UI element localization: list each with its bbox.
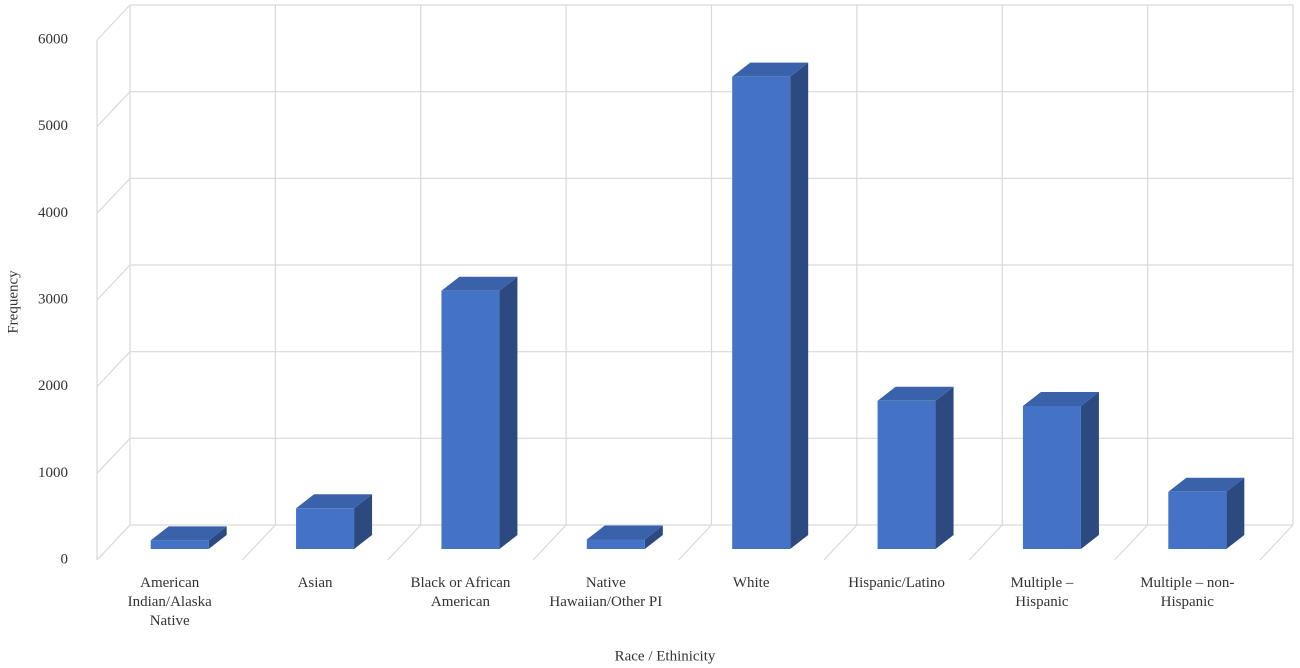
x-tick-label: Native Hawaiian/Other PI	[549, 575, 663, 610]
floor-line	[532, 524, 567, 561]
bar	[441, 290, 500, 549]
bar-top	[1168, 477, 1245, 492]
floor-line	[823, 524, 858, 561]
bar	[1168, 491, 1227, 549]
bar-side	[354, 494, 373, 549]
y-tick-label: 4000	[38, 205, 68, 221]
bar-top	[441, 276, 518, 291]
grid-line	[96, 437, 1293, 474]
x-tick-label: Asian	[297, 575, 333, 591]
y-axis-title: Frequency	[5, 270, 21, 334]
grid-line	[96, 91, 1293, 128]
x-tick-label: White	[732, 575, 770, 591]
bar-side	[499, 276, 518, 549]
grid-line	[96, 177, 1293, 214]
bar	[1022, 406, 1081, 549]
bar-top	[877, 386, 954, 401]
floor-line	[241, 524, 276, 561]
bar-side	[644, 525, 663, 549]
bar	[732, 76, 791, 550]
x-tick-label: Multiple – Hispanic	[1010, 575, 1074, 610]
bar-side	[1226, 477, 1245, 549]
grid-line	[96, 4, 1293, 41]
y-tick-label: 5000	[38, 118, 68, 134]
bar	[877, 400, 936, 549]
bar	[150, 540, 209, 549]
y-tick-label: 3000	[38, 291, 68, 307]
bar	[586, 539, 645, 549]
bar-top	[296, 494, 373, 509]
floor-line	[968, 524, 1003, 561]
floor-line	[1259, 524, 1294, 561]
bar	[296, 508, 355, 549]
bar-side	[208, 526, 227, 549]
y-tick-label: 1000	[38, 465, 68, 481]
x-tick-label: American Indian/Alaska Native	[127, 575, 212, 629]
x-tick-label: Multiple – non-Hispanic	[1140, 575, 1235, 610]
x-tick-label: Black or African American	[410, 575, 511, 610]
bar-side	[790, 62, 809, 550]
bar-top	[732, 62, 809, 77]
y-tick-label: 0	[61, 551, 69, 567]
floor-line	[387, 524, 422, 561]
bar-side	[935, 386, 954, 549]
bar-top	[586, 525, 663, 540]
x-tick-label: Hispanic/Latino	[848, 575, 945, 591]
floor-line	[678, 524, 712, 561]
x-axis-title: Race / Ethinicity	[615, 648, 716, 664]
floor-line	[1114, 524, 1149, 561]
y-tick-label: 2000	[38, 378, 68, 394]
grid-line	[96, 351, 1293, 388]
bar-top	[150, 526, 227, 541]
y-tick-label: 6000	[38, 31, 68, 47]
bar-side	[1080, 392, 1099, 549]
grid-line	[96, 264, 1293, 301]
bar-top	[1022, 392, 1099, 406]
